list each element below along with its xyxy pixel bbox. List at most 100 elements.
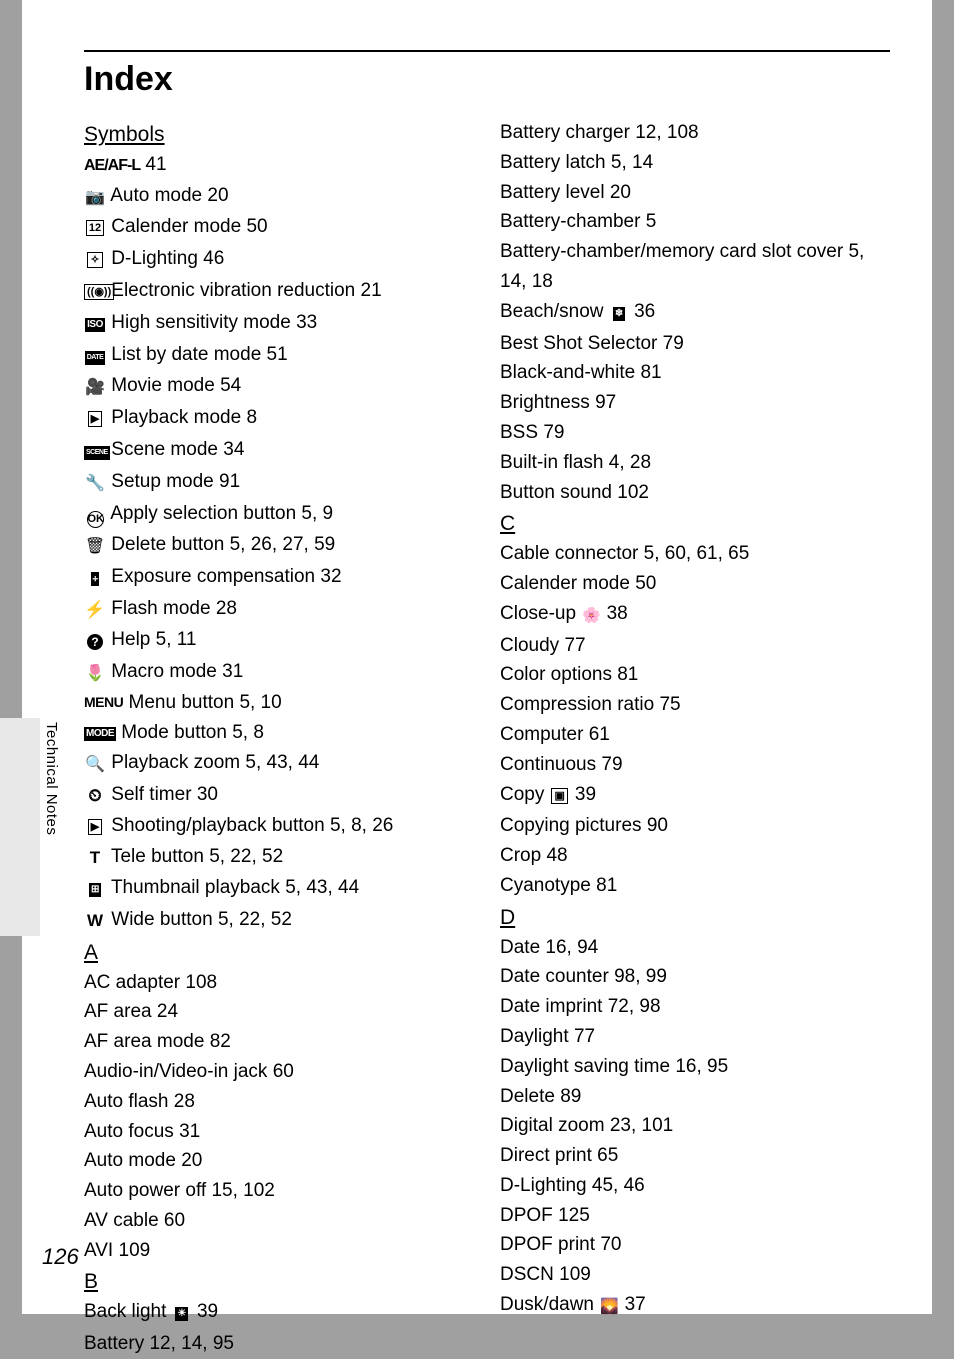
entry-text: Date imprint [500,996,602,1017]
entry-pages: 36 [634,301,655,322]
section-heading: B [84,1267,474,1297]
index-entry: Copying pictures 90 [500,811,890,841]
index-entry: 🗑 Delete button 5, 26, 27, 59 [84,530,474,562]
section-heading: D [500,903,890,933]
index-entry: Continuous 79 [500,750,890,780]
entry-text: Date [500,937,540,958]
entry-pages: 30 [197,784,218,805]
index-entry: Auto mode 20 [84,1146,474,1176]
delete-icon: 🗑 [84,532,106,562]
closeup-icon: 🌸 [581,601,601,631]
index-entry: Brightness 97 [500,388,890,418]
entry-pages: 15, 102 [211,1180,274,1201]
content-area: SymbolsAE/AF-L 41📷 Auto mode 2012 Calend… [84,118,890,1224]
entry-text: D-Lighting [500,1175,587,1196]
entry-text: Copying pictures [500,815,642,836]
entry-pages: 31 [222,661,243,682]
index-entry: Auto focus 31 [84,1117,474,1147]
d-lighting-icon: ✧ [84,246,106,276]
index-entry: 🔧 Setup mode 91 [84,467,474,499]
index-entry: AF area mode 82 [84,1027,474,1057]
exposure-comp-icon: ⧾ [84,564,106,594]
entry-pages: 51 [267,344,288,365]
entry-text: Wide button [111,909,212,930]
index-entry: Battery-chamber/memory card slot cover 5… [500,237,890,297]
entry-pages: 89 [560,1086,581,1107]
section-heading: Symbols [84,120,474,150]
page-title: Index [84,60,173,99]
entry-text: Self timer [111,784,191,805]
index-entry: AE/AF-L 41 [84,150,474,181]
entry-text: Black-and-white [500,362,635,383]
entry-text: Daylight [500,1026,569,1047]
side-tab [0,718,40,936]
entry-text: DSCN [500,1264,554,1285]
entry-pages: 5, 26, 27, 59 [230,534,336,555]
flash-icon: ⚡ [84,595,106,625]
index-entry: Compression ratio 75 [500,690,890,720]
macro-icon: 🌷 [84,659,106,689]
entry-text: DPOF print [500,1234,595,1255]
entry-text: Copy [500,784,544,805]
index-entry: Daylight 77 [500,1022,890,1052]
index-entry: Best Shot Selector 79 [500,329,890,359]
entry-text: Button sound [500,482,612,503]
index-entry: 12 Calender mode 50 [84,212,474,244]
entry-pages: 12, 108 [635,122,698,143]
entry-text: Scene mode [111,439,218,460]
index-entry: DATE List by date mode 51 [84,340,474,372]
entry-pages: 90 [647,815,668,836]
entry-pages: 5, 43, 44 [285,877,359,898]
index-entry: 🌷 Macro mode 31 [84,657,474,689]
index-entry: Computer 61 [500,720,890,750]
entry-text: Menu button [129,692,235,713]
entry-pages: 48 [546,845,567,866]
backlight-icon: ☀ [172,1299,192,1329]
entry-pages: 61 [589,724,610,745]
iso-icon: ISO [84,310,106,340]
entry-pages: 5, 8, 26 [330,815,393,836]
entry-text: Best Shot Selector [500,333,657,354]
index-entry: AV cable 60 [84,1206,474,1236]
entry-text: Delete [500,1086,555,1107]
entry-text: Digital zoom [500,1115,605,1136]
index-entry: Calender mode 50 [500,569,890,599]
index-entry: SCENE Scene mode 34 [84,435,474,467]
index-entry: Cyanotype 81 [500,871,890,901]
index-entry: 🎥 Movie mode 54 [84,371,474,403]
entry-pages: 79 [543,422,564,443]
entry-text: Shooting/playback button [111,815,324,836]
entry-pages: 20 [610,182,631,203]
entry-pages: 60 [164,1210,185,1231]
entry-text: Auto mode [84,1150,176,1171]
entry-text: Continuous [500,754,596,775]
index-entry: OK Apply selection button 5, 9 [84,499,474,531]
entry-text: Tele button [111,846,204,867]
entry-pages: 109 [119,1240,151,1261]
date-icon: DATE [84,342,106,372]
page-number: 126 [42,1244,79,1270]
entry-text: Auto flash [84,1091,169,1112]
entry-pages: 70 [600,1234,621,1255]
index-entry: ✧ D-Lighting 46 [84,244,474,276]
entry-text: Help [111,629,150,650]
index-entry: Color options 81 [500,660,890,690]
entry-pages: 23, 101 [610,1115,673,1136]
entry-pages: 97 [595,392,616,413]
entry-pages: 24 [157,1001,178,1022]
entry-text: Computer [500,724,583,745]
section-heading: A [84,938,474,968]
entry-text: Audio-in/Video-in jack [84,1061,267,1082]
index-entry: ▶ Shooting/playback button 5, 8, 26 [84,811,474,843]
entry-text: Thumbnail playback [111,877,280,898]
entry-text: Movie mode [111,375,215,396]
index-entry: AF area 24 [84,997,474,1027]
index-entry: 🔍 Playback zoom 5, 43, 44 [84,748,474,780]
entry-pages: 5 [646,211,657,232]
entry-pages: 72, 98 [608,996,661,1017]
playback-icon: ▶ [84,813,106,843]
index-entry: Beach/snow ❄ 36 [500,297,890,329]
entry-pages: 50 [635,573,656,594]
index-entry: Copy ▣ 39 [500,780,890,812]
entry-pages: 98, 99 [614,966,667,987]
